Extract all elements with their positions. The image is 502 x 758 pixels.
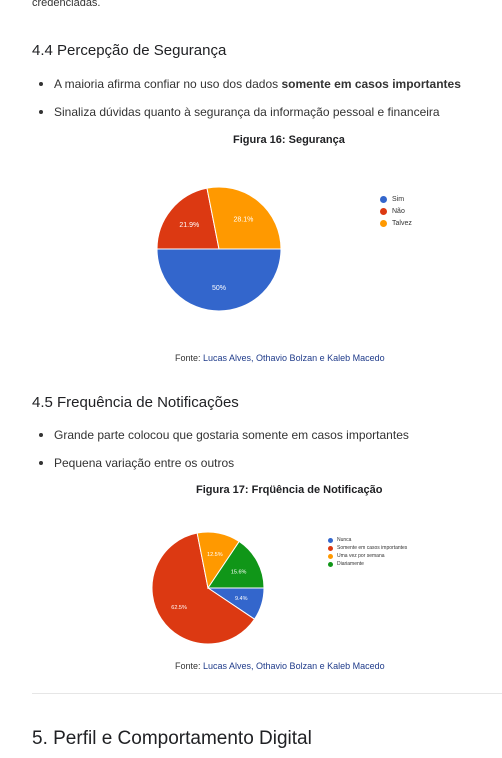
figure-source-16: Fonte: Lucas Alves, Othavio Bolzan e Kal… — [175, 353, 385, 363]
legend-item: Sim — [380, 193, 412, 205]
figure-title-16: Figura 16: Segurança — [233, 134, 345, 146]
bullet-text: Sinaliza dúvidas quanto à segurança da i… — [54, 105, 440, 119]
bullet-emphasis: somente em casos importantes — [281, 77, 461, 91]
legend-swatch — [328, 545, 333, 551]
bullet-text: Grande parte colocou que gostaria soment… — [54, 428, 409, 442]
pie-chart-seguranca: 50% 21.9% 28.1% — [156, 186, 282, 312]
legend-swatch — [380, 207, 387, 215]
bullet-item: Sinaliza dúvidas quanto à segurança da i… — [32, 105, 492, 133]
bullet-text: Pequena variação entre os outros — [54, 456, 235, 470]
legend-item: Nunca — [328, 536, 407, 544]
legend-label: Somente em casos importantes — [337, 545, 408, 551]
legend-seguranca: Sim Não Talvez — [380, 193, 412, 229]
source-authors-link[interactable]: Lucas Alves, Othavio Bolzan e Kaleb Mace… — [203, 353, 385, 363]
legend-swatch — [328, 553, 333, 559]
legend-item: Não — [380, 205, 412, 217]
pie-label: 12.5% — [207, 552, 223, 558]
bullet-item: Grande parte colocou que gostaria soment… — [32, 428, 492, 456]
pie-label: 62.5% — [171, 605, 187, 611]
bullet-list-4-4: A maioria afirma confiar no uso dos dado… — [32, 77, 492, 133]
legend-item: Uma vez por semana — [328, 552, 407, 560]
legend-label: Não — [392, 207, 405, 215]
section-heading-4-4: 4.4 Percepção de Segurança — [32, 42, 227, 59]
source-authors-link[interactable]: Lucas Alves, Othavio Bolzan e Kaleb Mace… — [203, 661, 385, 671]
pie-slice-diariamente — [207, 540, 265, 589]
legend-item: Diariamente — [328, 560, 407, 568]
legend-label: Nunca — [337, 537, 352, 543]
pie-chart-notificacao: 9.4% 62.5% 12.5% 15.6% — [151, 531, 265, 645]
pie-slice-sim — [156, 248, 282, 312]
legend-notificacao: Nunca Somente em casos importantes Uma vez… — [328, 536, 407, 568]
source-prefix: Fonte: — [175, 353, 204, 363]
legend-swatch — [328, 561, 333, 567]
source-prefix: Fonte: — [175, 661, 204, 671]
figure-source-17: Fonte: Lucas Alves, Othavio Bolzan e Kal… — [175, 661, 385, 671]
pie-label: 9.4% — [235, 596, 248, 602]
legend-item: Talvez — [380, 217, 412, 229]
legend-label: Talvez — [392, 219, 412, 227]
pie-label: 21.9% — [179, 222, 199, 229]
pie-slice-n-o — [156, 187, 220, 250]
legend-label: Sim — [392, 195, 405, 203]
figure-title-17: Figura 17: Frqüência de Notificação — [196, 484, 383, 496]
legend-item: Somente em casos importantes — [328, 544, 407, 552]
section-heading-4-5: 4.5 Frequência de Notificações — [32, 394, 239, 411]
pie-label: 50% — [212, 285, 226, 292]
legend-label: Diariamente — [337, 561, 364, 567]
section-heading-5: 5. Perfil e Comportamento Digital — [32, 728, 312, 749]
bullet-text: A maioria afirma confiar no uso dos dado… — [54, 77, 282, 91]
section-divider — [32, 693, 502, 694]
pie-slice-talvez — [206, 186, 282, 250]
bullet-list-4-5: Grande parte colocou que gostaria soment… — [32, 428, 492, 484]
legend-label: Uma vez por semana — [337, 553, 385, 559]
intro-fragment: credenciadas. — [32, 0, 101, 9]
legend-swatch — [380, 219, 387, 227]
legend-swatch — [328, 537, 333, 543]
bullet-item: A maioria afirma confiar no uso dos dado… — [32, 77, 492, 105]
pie-label: 15.6% — [231, 569, 247, 575]
pie-slice-somente-em-casos-importantes — [151, 532, 256, 645]
legend-swatch — [380, 195, 387, 203]
bullet-item: Pequena variação entre os outros — [32, 456, 492, 484]
pie-label: 28.1% — [233, 217, 253, 224]
